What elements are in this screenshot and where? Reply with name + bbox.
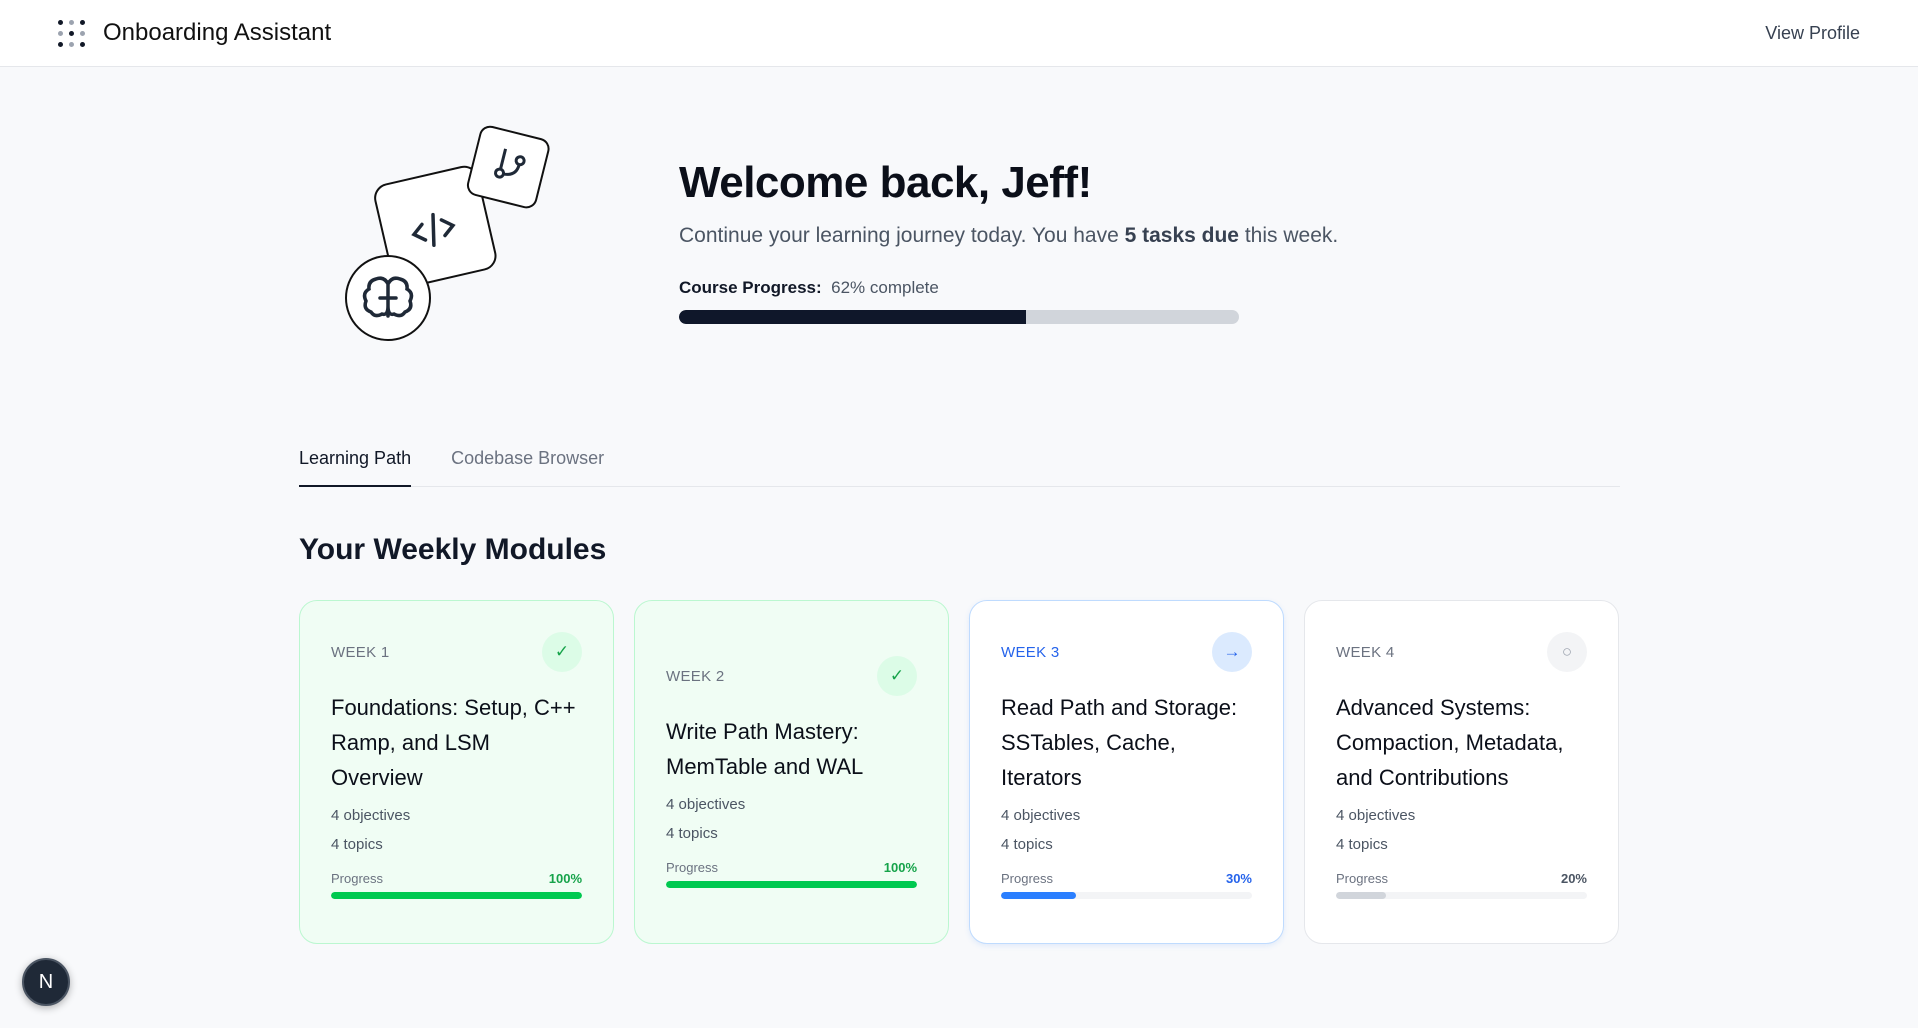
card-header: WEEK 3 → [1001,632,1252,672]
welcome-heading: Welcome back, Jeff! [679,158,1092,207]
card-header: WEEK 4 ○ [1336,632,1587,672]
module-card-week-2[interactable]: WEEK 2 ✓ Write Path Mastery: MemTable an… [634,600,949,944]
objectives-count: 4 objectives [1336,807,1416,824]
topics-count: 4 topics [331,836,383,853]
progress-row: Progress 100% [666,860,917,875]
objectives-count: 4 objectives [666,796,746,813]
topics-count: 4 topics [1001,836,1053,853]
top-bar: Onboarding Assistant View Profile [0,0,1918,67]
welcome-section: Welcome back, Jeff! Continue your learni… [679,158,1338,324]
progress-row: Progress 100% [331,871,582,886]
tasks-due: 5 tasks due [1124,224,1239,247]
course-progress-label: Course Progress: 62% complete [679,278,1338,298]
course-progress-bar [679,310,1239,324]
section-title: Your Weekly Modules [299,533,607,566]
objectives-count: 4 objectives [331,807,411,824]
module-card-week-1[interactable]: WEEK 1 ✓ Foundations: Setup, C++ Ramp, a… [299,600,614,944]
progress-value: 30% [1225,871,1252,886]
card-header: WEEK 1 ✓ [331,632,582,672]
tab-learning-path[interactable]: Learning Path [299,448,412,487]
tab-codebase-browser[interactable]: Codebase Browser [451,448,605,468]
module-progress-fill [1001,892,1077,899]
module-title: Read Path and Storage: SSTables, Cache, … [1001,695,1238,790]
module-title: Advanced Systems: Compaction, Metadata, … [1336,695,1564,790]
next-dev-badge[interactable]: N [22,958,70,1006]
topics-count: 4 topics [666,825,718,842]
module-progress-fill [1336,892,1387,899]
logo-dots-icon [58,19,85,47]
module-progress-bar [1001,892,1252,899]
circle-icon: ○ [1547,632,1587,672]
week-label: WEEK 4 [1336,643,1395,661]
week-label: WEEK 2 [666,667,725,685]
code-icon [374,165,497,289]
topics-count: 4 topics [1336,836,1388,853]
tab-bar: Learning Path Codebase Browser [299,448,1620,487]
course-progress-value: 62% complete [831,278,939,297]
module-title: Write Path Mastery: MemTable and WAL [666,719,864,779]
progress-label: Progress [331,871,384,886]
module-progress-fill [331,892,582,899]
arrow-right-icon: → [1212,632,1252,672]
module-card-week-3[interactable]: WEEK 3 → Read Path and Storage: SSTables… [969,600,1284,944]
module-cards: WEEK 1 ✓ Foundations: Setup, C++ Ramp, a… [299,600,1619,944]
course-progress-title: Course Progress: [679,278,822,297]
brain-icon [345,255,431,341]
view-profile-link[interactable]: View Profile [1765,22,1860,43]
progress-value: 100% [883,860,917,875]
module-progress-bar [1336,892,1587,899]
progress-value: 20% [1560,871,1587,886]
hero-illustration [345,125,550,341]
progress-row: Progress 20% [1336,871,1587,886]
brand: Onboarding Assistant [58,19,331,47]
week-label: WEEK 3 [1001,643,1060,661]
module-progress-bar [666,881,917,888]
progress-label: Progress [666,860,719,875]
check-icon: ✓ [877,656,917,696]
welcome-subtitle: Continue your learning journey today. Yo… [679,224,1338,248]
app-title: Onboarding Assistant [103,19,332,46]
module-card-week-4[interactable]: WEEK 4 ○ Advanced Systems: Compaction, M… [1304,600,1619,944]
subtitle-text-end: this week. [1239,224,1339,247]
module-progress-bar [331,892,582,899]
progress-row: Progress 30% [1001,871,1252,886]
objectives-count: 4 objectives [1001,807,1081,824]
progress-value: 100% [548,871,582,886]
module-progress-fill [666,881,917,888]
course-progress-fill [679,310,1027,324]
progress-label: Progress [1001,871,1054,886]
card-header: WEEK 2 ✓ [666,656,917,696]
progress-label: Progress [1336,871,1389,886]
module-title: Foundations: Setup, C++ Ramp, and LSM Ov… [331,695,576,790]
week-label: WEEK 1 [331,643,390,661]
git-branch-icon [466,125,550,209]
subtitle-text: Continue your learning journey today. Yo… [679,224,1125,247]
check-icon: ✓ [542,632,582,672]
